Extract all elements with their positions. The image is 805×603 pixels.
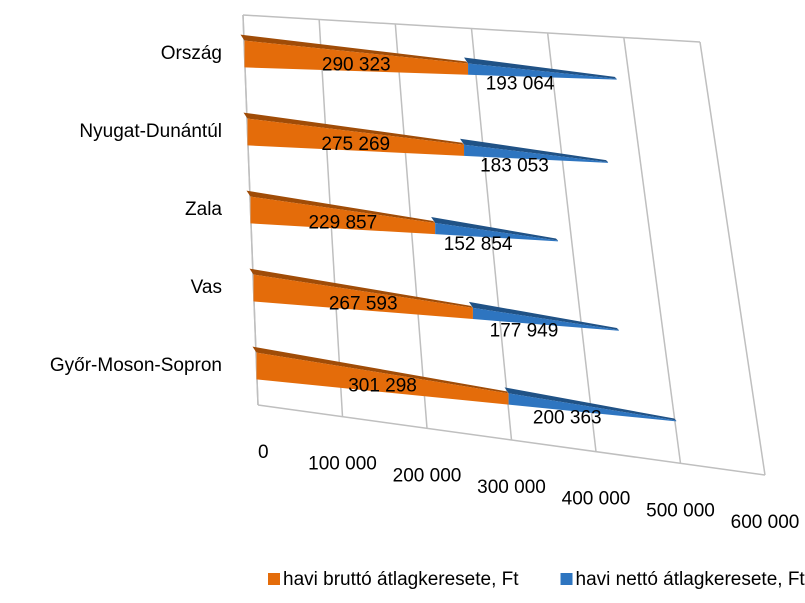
bar-front (435, 222, 558, 242)
bar-front (472, 307, 619, 331)
bar (431, 216, 558, 242)
bar (240, 34, 469, 75)
bar-front (508, 393, 677, 422)
data-label: 267 593 (329, 294, 398, 315)
bar (468, 301, 619, 331)
data-label: 229 857 (308, 212, 377, 233)
bar (243, 112, 465, 156)
bar-front (253, 274, 473, 320)
bar-front (244, 40, 469, 75)
data-label: 183 053 (480, 156, 549, 177)
legend-swatch (560, 573, 573, 585)
category-label: Nyugat-Dunántúl (79, 121, 222, 142)
x-tick-label: 400 000 (562, 489, 631, 510)
bar (246, 190, 436, 235)
x-tick-label: 0 (258, 442, 269, 463)
data-label: 301 298 (348, 376, 417, 397)
bar-front (468, 63, 617, 80)
bar-top (240, 34, 469, 64)
grid-line (623, 37, 682, 464)
bar-top (249, 268, 473, 308)
grid-line (699, 41, 766, 476)
data-label: 177 949 (490, 320, 559, 341)
category-label: Ország (161, 43, 222, 64)
bar-top (243, 112, 465, 145)
bar (504, 387, 677, 422)
bar-front (247, 118, 465, 156)
bar (464, 57, 617, 80)
data-label: 290 323 (322, 55, 391, 76)
x-tick-label: 100 000 (308, 454, 377, 475)
bar (460, 138, 609, 163)
bar-front (250, 196, 436, 235)
bar (252, 346, 509, 405)
bar-top (464, 57, 617, 79)
bar-top (504, 387, 677, 421)
legend-label: havi nettó átlagkeresete, Ft (576, 569, 805, 590)
grid-line (546, 32, 597, 452)
bar-top (431, 216, 558, 241)
bar-top (246, 190, 436, 223)
legend-swatch (268, 573, 280, 585)
data-label: 152 854 (444, 234, 513, 255)
data-label: 193 064 (486, 74, 555, 95)
legend-label: havi bruttó átlagkeresete, Ft (283, 569, 519, 590)
bar-front (464, 144, 609, 163)
bar-top (252, 346, 509, 394)
bar-front (256, 352, 509, 405)
x-tick-label: 500 000 (646, 500, 715, 521)
x-tick-label: 600 000 (731, 512, 800, 533)
data-label: 275 269 (321, 134, 390, 155)
bar-top (468, 301, 619, 331)
x-tick-label: 200 000 (393, 465, 462, 486)
bar (249, 268, 473, 320)
category-label: Vas (191, 277, 222, 298)
data-label: 200 363 (533, 408, 602, 429)
category-label: Zala (185, 199, 222, 220)
category-label: Győr-Moson-Sopron (50, 355, 222, 376)
x-tick-label: 300 000 (477, 477, 546, 498)
bar-top (460, 138, 609, 163)
